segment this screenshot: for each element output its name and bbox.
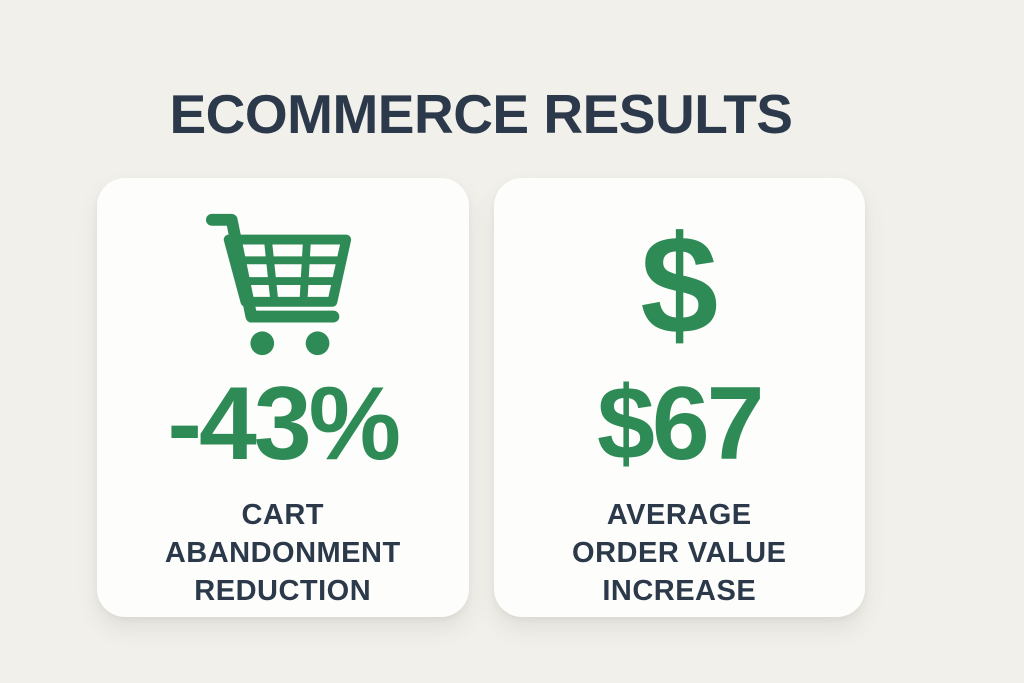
- stat-label: AVERAGE ORDER VALUE INCREASE: [572, 496, 786, 610]
- dollar-sign-icon: $: [640, 206, 719, 363]
- label-line: ABANDONMENT: [164, 537, 401, 569]
- icon-container: $: [640, 206, 718, 364]
- stat-value: -43%: [167, 366, 401, 482]
- stat-card-cart-abandonment: -43% CART ABANDONMENT REDUCTION: [97, 178, 469, 617]
- label-line: CART: [241, 499, 325, 531]
- icon-container: [204, 206, 362, 364]
- label-line: REDUCTION: [194, 575, 372, 607]
- label-line: ORDER VALUE: [572, 537, 787, 569]
- stat-value: $67: [596, 366, 765, 482]
- label-line: INCREASE: [602, 575, 757, 607]
- stat-label: CART ABANDONMENT REDUCTION: [165, 496, 401, 610]
- shopping-cart-icon: [205, 213, 351, 356]
- label-line: AVERAGE: [606, 499, 752, 531]
- stat-card-average-order-value: $ $67 AVERAGE ORDER VALUE INCREASE: [493, 178, 865, 617]
- stat-cards: -43% CART ABANDONMENT REDUCTION $ $67 AV…: [97, 178, 865, 617]
- page-title: ECOMMERCE RESULTS: [169, 83, 793, 145]
